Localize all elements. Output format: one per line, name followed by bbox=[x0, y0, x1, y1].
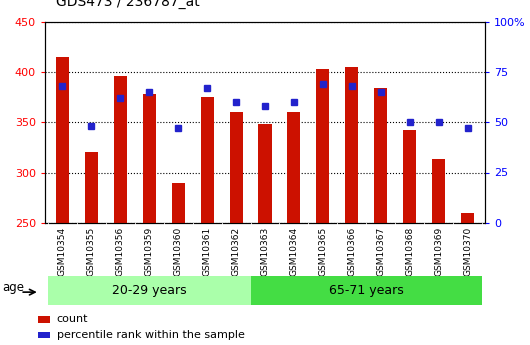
Text: GSM10364: GSM10364 bbox=[289, 227, 298, 276]
Bar bbox=[48, 276, 251, 305]
Bar bbox=[461, 213, 474, 223]
Text: GSM10367: GSM10367 bbox=[376, 227, 385, 276]
Bar bbox=[38, 332, 50, 338]
Bar bbox=[85, 152, 98, 223]
Text: GSM10370: GSM10370 bbox=[463, 227, 472, 276]
Bar bbox=[201, 98, 214, 223]
Bar bbox=[374, 88, 387, 223]
Bar bbox=[56, 57, 69, 223]
Bar bbox=[229, 112, 243, 223]
Bar bbox=[403, 130, 416, 223]
Text: percentile rank within the sample: percentile rank within the sample bbox=[57, 330, 244, 340]
Bar bbox=[143, 95, 156, 223]
Text: GSM10359: GSM10359 bbox=[145, 227, 154, 276]
Text: GSM10366: GSM10366 bbox=[347, 227, 356, 276]
Bar bbox=[114, 77, 127, 223]
Text: GSM10363: GSM10363 bbox=[261, 227, 269, 276]
Text: count: count bbox=[57, 314, 88, 324]
Bar bbox=[346, 68, 358, 223]
Text: GSM10361: GSM10361 bbox=[202, 227, 211, 276]
Text: 65-71 years: 65-71 years bbox=[329, 284, 404, 297]
Text: GSM10354: GSM10354 bbox=[58, 227, 67, 276]
Text: GDS473 / 236787_at: GDS473 / 236787_at bbox=[56, 0, 199, 9]
Text: GSM10355: GSM10355 bbox=[87, 227, 96, 276]
Bar bbox=[287, 112, 301, 223]
Text: 20-29 years: 20-29 years bbox=[112, 284, 187, 297]
Text: GSM10368: GSM10368 bbox=[405, 227, 414, 276]
Bar bbox=[432, 159, 445, 223]
Bar bbox=[172, 183, 184, 223]
Text: GSM10362: GSM10362 bbox=[232, 227, 241, 276]
Text: GSM10365: GSM10365 bbox=[319, 227, 328, 276]
Bar bbox=[316, 69, 329, 223]
Text: age: age bbox=[2, 281, 24, 294]
Bar bbox=[259, 125, 271, 223]
Text: GSM10369: GSM10369 bbox=[434, 227, 443, 276]
Bar bbox=[251, 276, 482, 305]
Bar bbox=[38, 316, 50, 323]
Text: GSM10360: GSM10360 bbox=[174, 227, 183, 276]
Text: GSM10356: GSM10356 bbox=[116, 227, 125, 276]
